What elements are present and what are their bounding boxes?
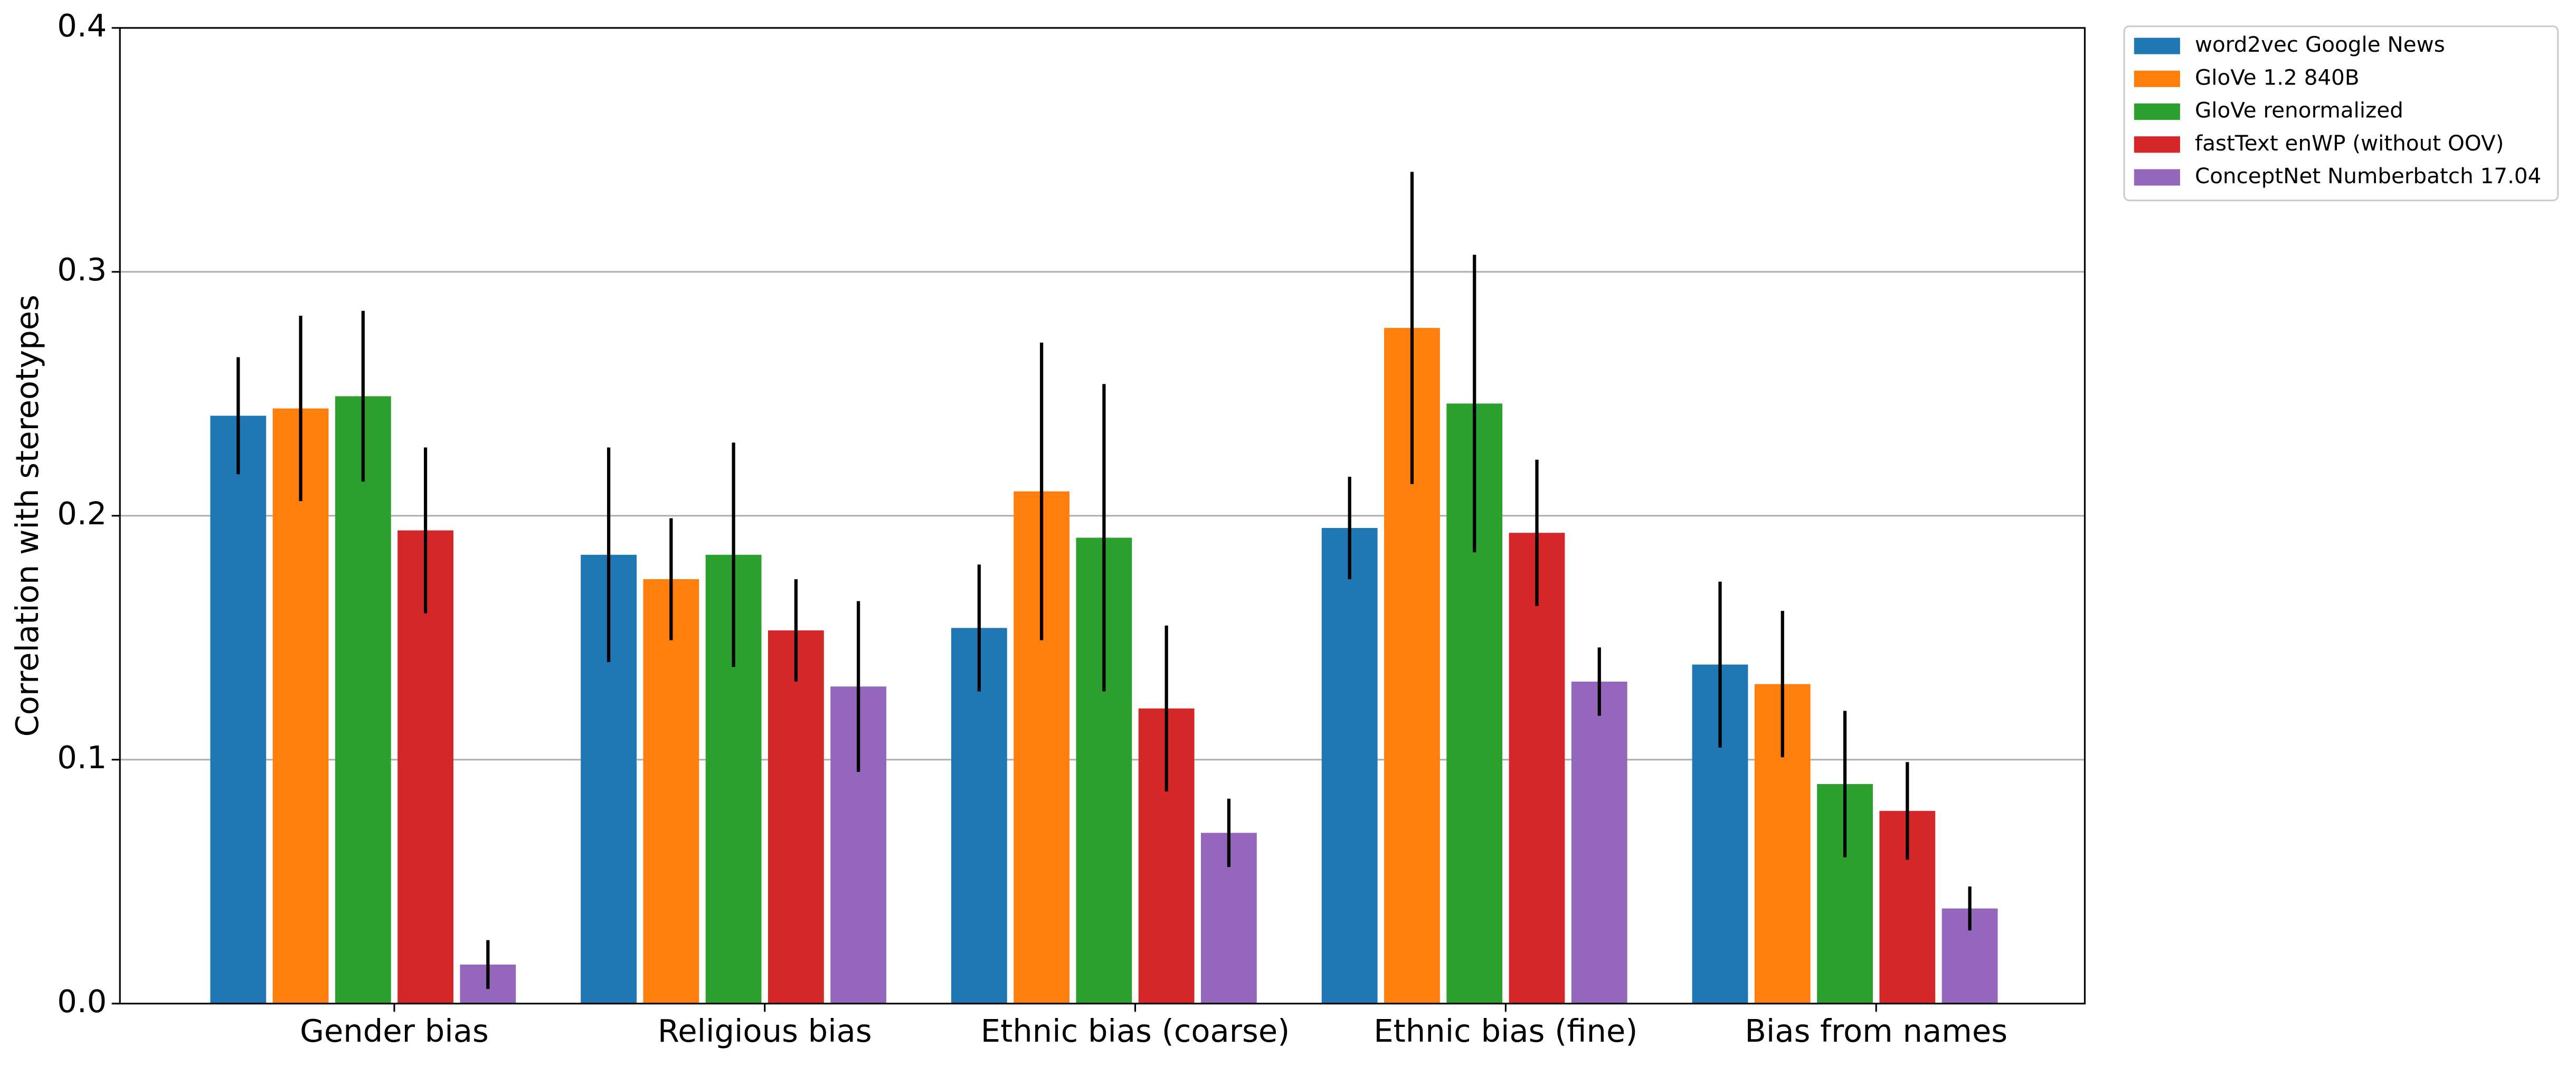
bar — [335, 396, 391, 1004]
legend-swatch — [2134, 136, 2180, 153]
legend-label: word2vec Google News — [2195, 32, 2445, 57]
bar — [210, 416, 267, 1004]
legend-swatch — [2134, 169, 2180, 186]
bar — [1571, 681, 1627, 1004]
y-tick-label: 0.1 — [57, 739, 107, 776]
bar — [768, 630, 824, 1004]
y-tick-label: 0.4 — [57, 7, 107, 44]
plot-frame — [119, 27, 2086, 1005]
x-tick-label: Religious bias — [658, 1013, 872, 1049]
legend-label: GloVe 1.2 840B — [2195, 64, 2360, 90]
x-tick-label: Ethnic bias (coarse) — [981, 1013, 1290, 1049]
legend-swatch — [2134, 37, 2180, 54]
legend-label: GloVe renormalized — [2195, 98, 2403, 123]
y-axis-label: Correlation with stereotypes — [9, 295, 45, 737]
bar — [643, 579, 699, 1004]
x-tick-label: Ethnic bias (fine) — [1374, 1013, 1637, 1049]
x-tick-label: Bias from names — [1745, 1013, 2007, 1049]
bar — [272, 408, 329, 1004]
legend-swatch — [2134, 103, 2180, 120]
legend-label: ConceptNet Numberbatch 17.04 — [2195, 163, 2541, 188]
bar — [1509, 533, 1565, 1004]
y-tick-label: 0.0 — [57, 983, 107, 1020]
bar — [1321, 527, 1378, 1004]
y-tick-label: 0.3 — [57, 251, 107, 288]
y-tick-label: 0.2 — [57, 495, 107, 532]
legend-label: fastText enWP (without OOV) — [2195, 130, 2504, 156]
legend-swatch — [2134, 70, 2180, 87]
x-tick-label: Gender bias — [300, 1013, 489, 1049]
legend-box — [2123, 25, 2559, 202]
